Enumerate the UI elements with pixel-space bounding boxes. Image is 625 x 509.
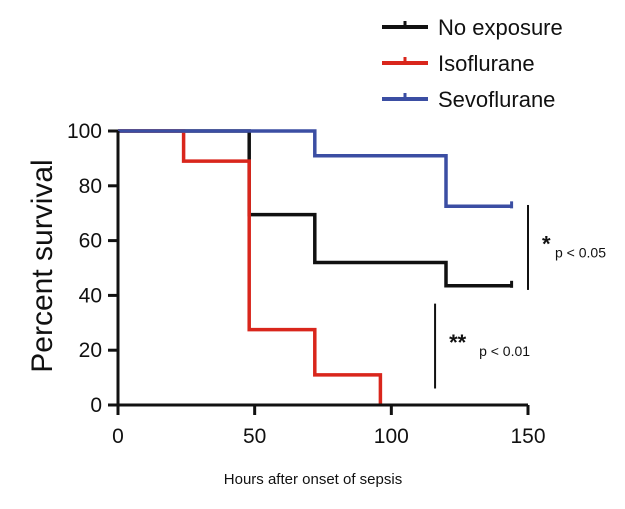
series-line-sevoflurane — [118, 129, 512, 209]
legend: No exposure Isoflurane Sevoflurane — [382, 15, 563, 112]
significance-stars-1: * — [542, 231, 551, 256]
x-tick-label-150: 150 — [510, 425, 545, 448]
x-axis-label: Hours after onset of sepsis — [224, 471, 402, 488]
plot-series — [118, 129, 514, 405]
x-tick-label-50: 50 — [243, 425, 266, 448]
axes: 0 20 40 60 80 100 0 50 100 150 — [67, 120, 546, 448]
significance-p-value-1: p < 0.05 — [555, 244, 606, 260]
y-tick-label-60: 60 — [79, 230, 102, 253]
series-line-no-exposure — [118, 129, 512, 288]
y-tick-label-20: 20 — [79, 339, 102, 362]
y-tick-label-80: 80 — [79, 175, 102, 198]
y-axis-label: Percent survival — [26, 159, 59, 372]
legend-label-no-exposure: No exposure — [438, 15, 563, 40]
significance-p-value-2: p < 0.01 — [479, 343, 530, 359]
legend-label-isoflurane: Isoflurane — [438, 51, 535, 76]
y-tick-label-40: 40 — [79, 284, 102, 307]
x-tick-label-0: 0 — [112, 425, 124, 448]
x-tick-label-100: 100 — [374, 425, 409, 448]
significance-stars-2: ** — [449, 330, 467, 355]
series-line-isoflurane — [118, 129, 383, 405]
y-tick-label-100: 100 — [67, 120, 102, 143]
y-tick-label-0: 0 — [90, 394, 102, 417]
significance-annotations: * p < 0.05 ** p < 0.01 — [434, 204, 606, 389]
legend-label-sevoflurane: Sevoflurane — [438, 87, 555, 112]
